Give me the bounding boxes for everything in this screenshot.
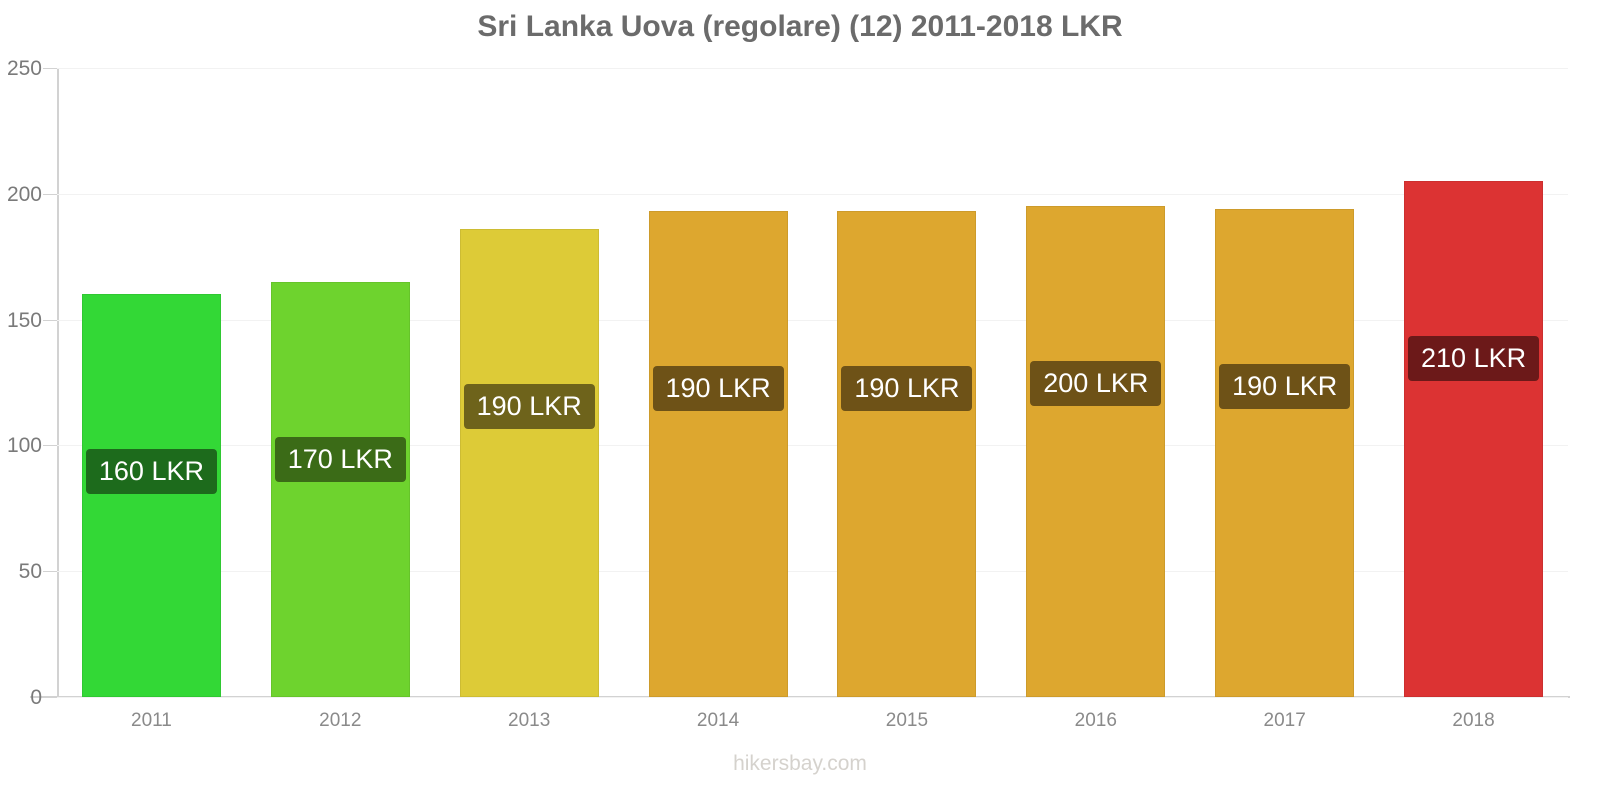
x-axis-tick-label: 2016	[1074, 710, 1117, 731]
bar-rect[interactable]	[270, 281, 410, 697]
bar-rect[interactable]	[837, 211, 977, 697]
bar-rect[interactable]	[1026, 206, 1166, 697]
bar-group[interactable]: 190 LKR	[648, 211, 788, 697]
y-axis-tick-label: 150	[6, 308, 42, 332]
bar-group[interactable]: 190 LKR	[1215, 208, 1355, 697]
y-axis-tick-label: 200	[6, 182, 42, 206]
x-axis-tick-label: 2011	[131, 710, 172, 731]
y-axis-tick-mark	[43, 445, 57, 447]
gridline	[57, 68, 1568, 69]
gridline	[57, 445, 1568, 447]
y-axis-tick-mark	[43, 697, 57, 698]
bar-group[interactable]: 200 LKR	[1026, 206, 1166, 697]
x-axis-tick-label: 2014	[696, 710, 740, 731]
plot-area: 160 LKR 170 LKR 190 LKR 190 LKR 190 LKR 200 L…	[57, 68, 1568, 698]
footer-credit: hikersbay.com	[733, 752, 867, 775]
x-axis-tick-label: 2012	[319, 710, 362, 731]
bar-value-label: 190 LKR	[1219, 363, 1351, 409]
bar-value-label: 210 LKR	[1408, 336, 1540, 382]
chart-title: Sri Lanka Uova (regolare) (12) 2011-2018…	[477, 10, 1123, 43]
bar-value-label: 160 LKR	[85, 449, 217, 495]
y-axis-tick-mark	[43, 319, 57, 321]
y-axis-tick-mark	[43, 68, 57, 69]
gridline	[57, 193, 1568, 195]
y-axis-tick-label: 50	[18, 560, 42, 584]
bar-group[interactable]: 160 LKR	[81, 294, 221, 697]
gridline	[57, 571, 1568, 573]
bar-value-label: 200 LKR	[1030, 361, 1162, 407]
y-axis-tick-label: 250	[6, 57, 42, 80]
y-axis-tick-mark	[43, 571, 57, 573]
bar-group[interactable]: 210 LKR	[1404, 181, 1544, 697]
x-axis-tick-label: 2015	[885, 710, 929, 731]
bar-rect[interactable]	[648, 211, 788, 697]
bar-group[interactable]: 170 LKR	[270, 281, 410, 697]
bar-rect[interactable]	[1215, 208, 1355, 697]
bar-rect[interactable]	[1404, 181, 1544, 697]
y-axis-tick-label: 0	[30, 686, 42, 709]
gridline	[57, 697, 1568, 698]
y-axis-line	[57, 68, 59, 698]
bar-value-label: 170 LKR	[274, 436, 406, 482]
bar-group[interactable]: 190 LKR	[459, 229, 599, 697]
bar-value-label: 190 LKR	[841, 366, 973, 412]
bar-value-label: 190 LKR	[652, 366, 784, 412]
gridline	[57, 319, 1568, 321]
x-axis-tick-label: 2013	[508, 710, 551, 731]
x-axis-tick-label: 2017	[1263, 710, 1306, 731]
bar-rect[interactable]	[81, 294, 221, 697]
bar-rect[interactable]	[459, 229, 599, 697]
bar-group[interactable]: 190 LKR	[837, 211, 977, 697]
y-axis-tick-mark	[43, 193, 57, 195]
bar-value-label: 190 LKR	[463, 384, 595, 430]
y-axis-tick-label: 100	[6, 434, 42, 458]
x-axis-tick-label: 2018	[1452, 710, 1495, 731]
